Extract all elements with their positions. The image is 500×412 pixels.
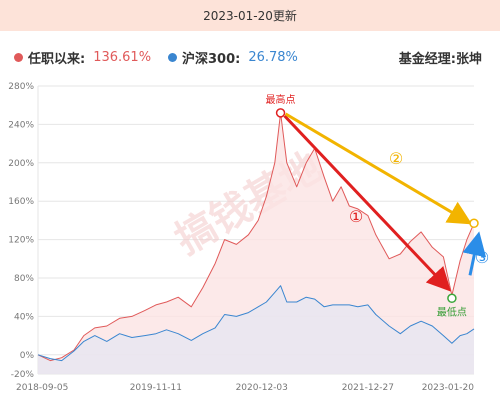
x-tick-label: 2019-11-11 [130,383,182,393]
current-marker [469,218,479,229]
annotation-3: ③ [475,248,489,267]
y-tick-label: 280% [8,82,34,92]
legend: 任职以来: 136.61% 沪深300: 26.78% 基金经理:张坤 [0,40,500,74]
low-marker [447,293,457,304]
y-tick-label: 40% [14,312,34,322]
hs300-legend-value: 26.78% [248,50,298,65]
y-tick-label: 160% [8,197,34,207]
fund-legend-label: 任职以来: [28,52,86,67]
peak-marker [275,108,286,118]
fund-line [37,112,475,362]
hs300-line [37,285,475,362]
hs300-legend-marker [168,53,177,62]
y-tick-label: 200% [8,159,34,169]
fund-manager: 基金经理:张坤 [398,52,482,67]
fund-legend-marker [14,53,23,62]
y-tick-label: 0% [20,351,35,361]
decline-arrow [283,114,452,292]
hs300-legend-label: 沪深300: [182,52,241,67]
y-tick-label: 240% [8,120,34,130]
peak-to-now-arrow [284,112,473,225]
legend-item-hs300[interactable]: 沪深300: 26.78% [168,48,298,67]
fund-legend-value: 136.61% [93,50,152,65]
legend-item-fund[interactable]: 任职以来: 136.61% [14,48,151,67]
annotation-2: ② [389,149,403,168]
peak-label: 最高点 [266,93,296,106]
x-tick-label: 2021-12-27 [342,383,394,393]
hs300-area [38,285,474,374]
x-tick-label: 2018-09-05 [16,383,68,393]
y-tick-label: -20% [11,370,35,380]
rebound-arrow [462,231,487,276]
x-tick-label: 2023-01-20 [422,383,475,393]
y-tick-label: 80% [14,274,34,284]
y-tick-label: 120% [8,236,34,246]
x-tick-label: 2020-12-03 [236,383,288,393]
annotation-1: ① [349,207,363,226]
low-label: 最低点 [437,305,467,318]
update-date: 2023-01-20更新 [0,0,500,31]
